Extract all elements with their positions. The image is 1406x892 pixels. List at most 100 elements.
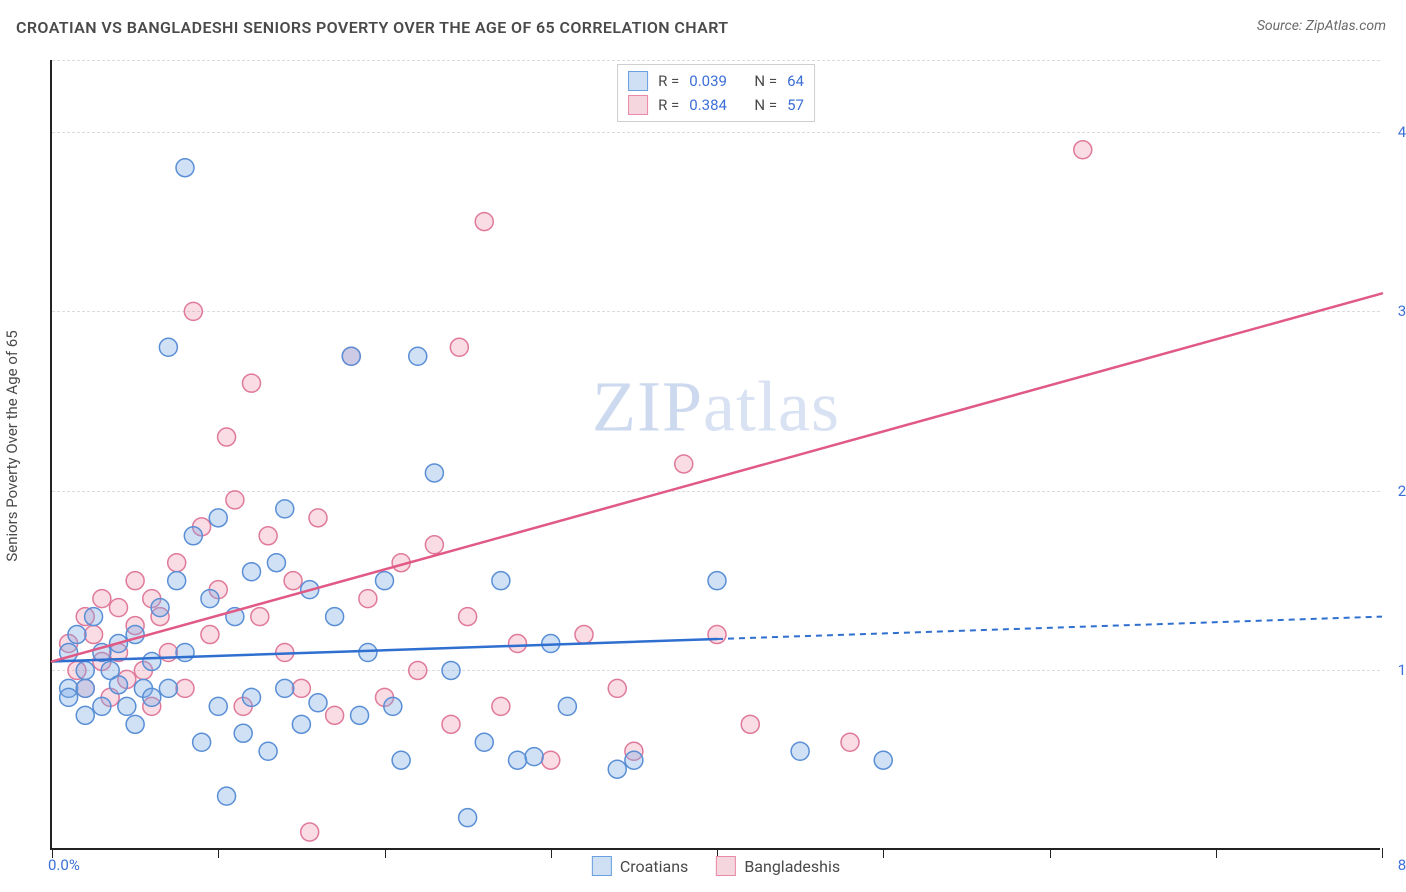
legend-swatch-croatians xyxy=(592,856,612,876)
bangladeshis-point xyxy=(251,608,269,626)
legend-series: Croatians Bangladeshis xyxy=(592,856,840,876)
bangladeshis-point xyxy=(85,626,103,644)
n-label: N = xyxy=(754,72,777,90)
legend-stats-row-croatians: R = 0.039 N = 64 xyxy=(628,69,804,93)
croatians-point xyxy=(126,715,144,733)
bangladeshis-point xyxy=(1074,141,1092,159)
bangladeshis-point xyxy=(259,527,277,545)
croatians-point xyxy=(525,748,543,766)
bangladeshis-point xyxy=(542,751,560,769)
y-axis-title: Seniors Poverty Over the Age of 65 xyxy=(3,330,21,561)
croatians-point xyxy=(267,554,285,572)
croatians-point xyxy=(409,347,427,365)
bangladeshis-point xyxy=(675,455,693,473)
x-tick xyxy=(1382,848,1383,858)
bangladeshis-point xyxy=(93,590,111,608)
bangladeshis-point xyxy=(201,626,219,644)
legend-item-bangladeshis: Bangladeshis xyxy=(716,856,840,876)
croatians-point xyxy=(184,527,202,545)
croatians-point xyxy=(76,661,94,679)
croatians-point xyxy=(475,733,493,751)
bangladeshis-point xyxy=(409,661,427,679)
croatians-point xyxy=(209,697,227,715)
legend-swatch-bangladeshis xyxy=(716,856,736,876)
y-tick-label: 10.0% xyxy=(1398,661,1406,679)
croatians-point xyxy=(625,751,643,769)
croatians-point xyxy=(492,572,510,590)
bangladeshis-point xyxy=(425,536,443,554)
croatians-point xyxy=(425,464,443,482)
croatians-point xyxy=(392,751,410,769)
x-tick xyxy=(551,848,552,858)
plot-area: ZIPatlas 10.0%20.0%30.0%40.0% 0.0%80.0% … xyxy=(50,60,1380,850)
bangladeshis-point xyxy=(243,374,261,392)
bangladeshis-point xyxy=(168,554,186,572)
croatians-point xyxy=(708,572,726,590)
bangladeshis-point xyxy=(326,706,344,724)
croatians-trendline-extrapolated xyxy=(717,617,1382,639)
croatians-point xyxy=(159,679,177,697)
croatians-point xyxy=(608,760,626,778)
chart-title: CROATIAN VS BANGLADESHI SENIORS POVERTY … xyxy=(16,18,729,37)
croatians-point xyxy=(118,697,136,715)
n-label: N = xyxy=(754,96,777,114)
croatians-point xyxy=(459,809,477,827)
legend-label-croatians: Croatians xyxy=(620,857,688,876)
croatians-point xyxy=(351,706,369,724)
croatians-point xyxy=(376,572,394,590)
bangladeshis-point xyxy=(226,491,244,509)
croatians-point xyxy=(193,733,211,751)
x-tick xyxy=(1216,848,1217,858)
source-label: Source: xyxy=(1257,18,1306,34)
croatians-point xyxy=(110,676,128,694)
plot-svg xyxy=(52,60,1380,848)
croatians-point xyxy=(209,509,227,527)
croatians-point xyxy=(359,644,377,662)
r-value-bangladeshis: 0.384 xyxy=(689,96,727,114)
y-tick-label: 40.0% xyxy=(1398,123,1406,141)
croatians-point xyxy=(342,347,360,365)
bangladeshis-point xyxy=(309,509,327,527)
croatians-point xyxy=(276,500,294,518)
bangladeshis-point xyxy=(475,213,493,231)
croatians-trendline xyxy=(52,639,717,661)
croatians-point xyxy=(259,742,277,760)
croatians-point xyxy=(276,679,294,697)
bangladeshis-point xyxy=(575,626,593,644)
bangladeshis-point xyxy=(176,679,194,697)
croatians-point xyxy=(151,599,169,617)
croatians-point xyxy=(384,697,402,715)
y-tick-label: 20.0% xyxy=(1398,482,1406,500)
croatians-point xyxy=(218,787,236,805)
source-attribution: Source: ZipAtlas.com xyxy=(1257,18,1386,34)
source-name: ZipAtlas.com xyxy=(1306,18,1386,34)
y-tick-label: 30.0% xyxy=(1398,302,1406,320)
r-label: R = xyxy=(658,72,679,90)
croatians-point xyxy=(60,688,78,706)
bangladeshis-point xyxy=(492,697,510,715)
croatians-point xyxy=(243,688,261,706)
croatians-point xyxy=(309,694,327,712)
croatians-point xyxy=(791,742,809,760)
bangladeshis-point xyxy=(450,338,468,356)
croatians-point xyxy=(76,706,94,724)
croatians-point xyxy=(201,590,219,608)
croatians-point xyxy=(76,679,94,697)
legend-swatch-croatians xyxy=(628,71,648,91)
bangladeshis-point xyxy=(184,302,202,320)
croatians-point xyxy=(442,661,460,679)
croatians-point xyxy=(143,652,161,670)
croatians-point xyxy=(159,338,177,356)
x-tick xyxy=(883,848,884,858)
croatians-point xyxy=(85,608,103,626)
croatians-point xyxy=(874,751,892,769)
bangladeshis-point xyxy=(608,679,626,697)
croatians-point xyxy=(176,159,194,177)
croatians-point xyxy=(143,688,161,706)
bangladeshis-point xyxy=(442,715,460,733)
x-tick xyxy=(218,848,219,858)
n-value-bangladeshis: 57 xyxy=(787,96,804,114)
x-tick xyxy=(1050,848,1051,858)
legend-swatch-bangladeshis xyxy=(628,95,648,115)
r-label: R = xyxy=(658,96,679,114)
